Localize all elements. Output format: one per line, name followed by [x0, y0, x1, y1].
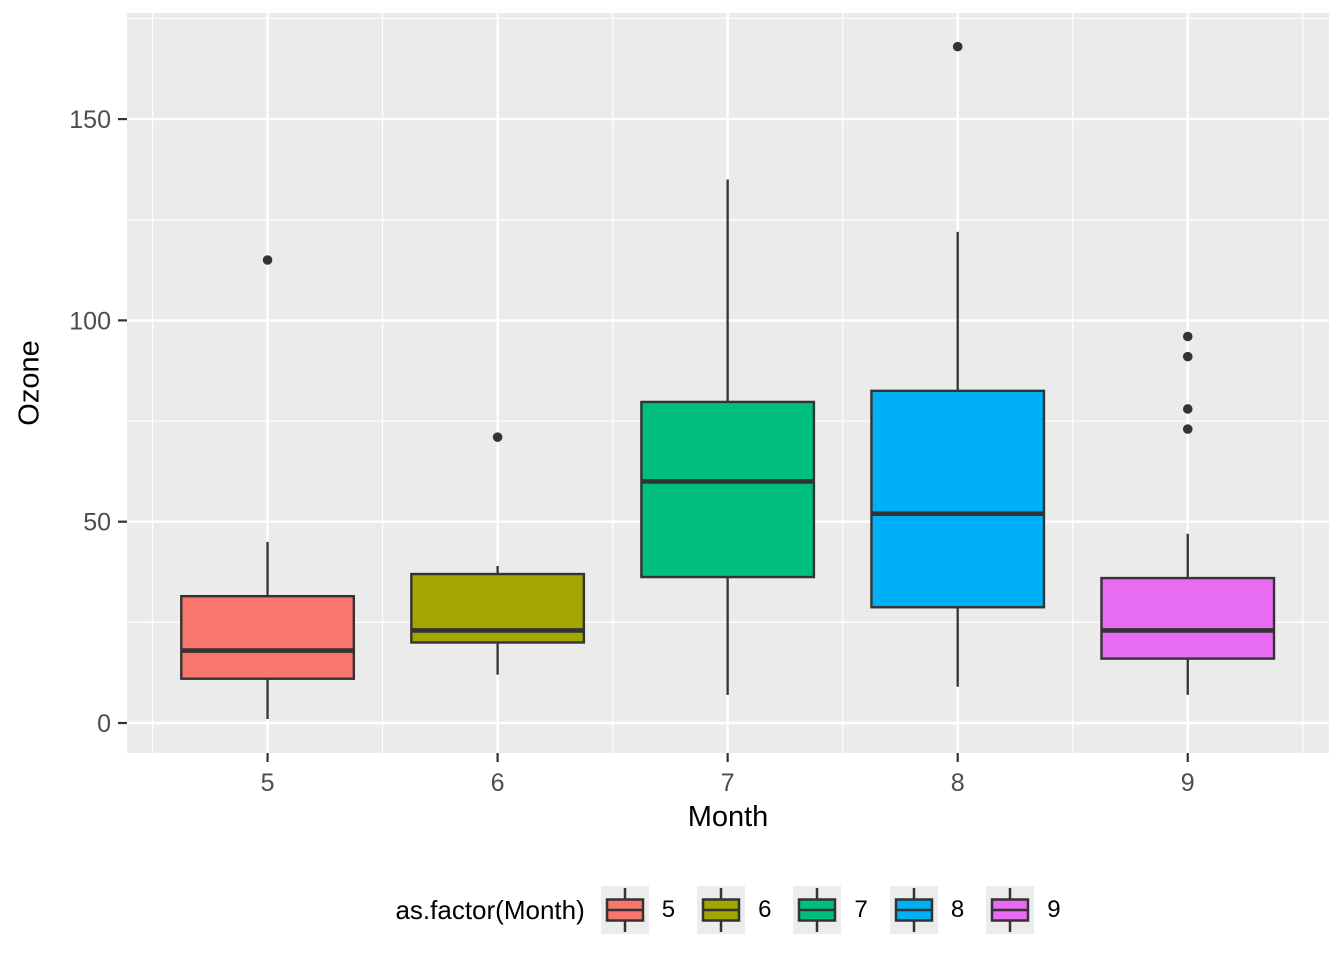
outlier-point-month-6 — [492, 432, 503, 442]
outlier-point-month-5 — [262, 255, 273, 265]
y-tick-label: 0 — [97, 710, 111, 738]
x-tick-label: 8 — [951, 769, 965, 797]
legend-key-boxplot-icon — [986, 886, 1035, 934]
y-tick-label: 150 — [69, 106, 111, 134]
y-axis-title: Ozone — [13, 340, 46, 426]
legend-entry-5: 5 — [600, 886, 676, 934]
legend-entry-label: 8 — [950, 896, 965, 923]
legend-entry-label: 9 — [1047, 896, 1061, 923]
legend-key-boxplot-icon — [600, 886, 649, 934]
legend-entry-7: 7 — [793, 886, 868, 934]
outlier-point-month-9 — [1182, 404, 1193, 414]
box-month-5 — [180, 594, 356, 680]
legend-key-boxplot-icon — [697, 886, 746, 934]
legend-key-boxplot-icon — [889, 886, 938, 934]
legend-title: as.factor(Month) — [395, 894, 585, 925]
legend: as.factor(Month) 5 6 7 8 9 — [127, 884, 1329, 936]
legend-key-boxplot-icon — [793, 886, 842, 934]
x-tick-label: 5 — [261, 769, 275, 797]
legend-entry-9: 9 — [986, 886, 1061, 934]
legend-entry-label: 6 — [758, 896, 772, 923]
outlier-point-month-9 — [1182, 424, 1193, 434]
box-month-9 — [1100, 576, 1276, 660]
outlier-point-month-9 — [1182, 351, 1193, 362]
box-month-7 — [640, 400, 816, 579]
outlier-point-month-9 — [1182, 331, 1193, 342]
y-tick-label: 50 — [83, 509, 111, 537]
plot-panel-canvas: 0 50 100 150 5 6 7 8 9 — [69, 13, 1329, 797]
x-axis-title: Month — [687, 801, 769, 833]
x-tick-label: 7 — [721, 769, 735, 797]
legend-entries: 5 6 7 8 9 — [600, 886, 1061, 934]
box-month-8 — [870, 389, 1046, 609]
legend-entry-label: 5 — [661, 896, 676, 923]
x-tick-label: 6 — [491, 769, 505, 797]
x-tick-label: 9 — [1181, 769, 1195, 797]
legend-entry-label: 7 — [854, 896, 868, 923]
legend-entry-8: 8 — [889, 886, 965, 934]
y-tick-label: 100 — [69, 307, 111, 335]
legend-entry-6: 6 — [697, 886, 771, 934]
outlier-point-month-8 — [952, 41, 963, 52]
